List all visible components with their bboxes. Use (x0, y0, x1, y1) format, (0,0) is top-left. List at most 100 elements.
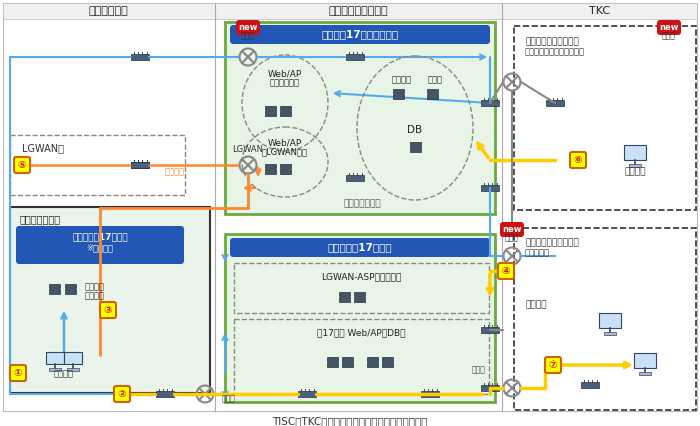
FancyBboxPatch shape (500, 222, 524, 237)
Text: 本稼働（17業務＋密接）: 本稼働（17業務＋密接） (321, 29, 398, 40)
Text: 本稼働（非17業務）: 本稼働（非17業務） (72, 233, 128, 242)
Bar (393, 89, 403, 93)
Bar (410, 147, 421, 152)
Text: （専用線用）: （専用線用） (270, 78, 300, 87)
Bar (46, 352, 64, 364)
Bar (599, 313, 621, 328)
Text: 庁内設置: 庁内設置 (85, 282, 105, 291)
Text: ②: ② (118, 389, 127, 399)
Bar (64, 284, 76, 288)
Bar (131, 162, 149, 168)
Bar (280, 164, 291, 168)
Bar (131, 54, 149, 60)
Text: new: new (238, 23, 258, 32)
Bar (280, 170, 291, 174)
Bar (604, 331, 616, 334)
Bar (234, 319, 489, 394)
Bar (225, 234, 495, 402)
Bar (410, 142, 421, 147)
Text: ④: ④ (502, 266, 510, 276)
Text: DB: DB (407, 125, 423, 135)
Bar (49, 368, 61, 371)
Bar (346, 54, 364, 60)
Bar (265, 164, 276, 168)
Bar (10, 207, 210, 393)
Text: 専用線: 専用線 (505, 233, 519, 242)
Bar (280, 106, 291, 110)
Bar (342, 363, 353, 367)
Bar (624, 144, 646, 159)
Bar (481, 327, 499, 333)
Bar (634, 352, 656, 368)
Bar (298, 391, 316, 397)
Text: LGWAN-ASP系サービス: LGWAN-ASP系サービス (321, 273, 401, 282)
Bar (339, 297, 350, 302)
Text: バッチ: バッチ (428, 75, 442, 84)
Text: 専用線: 専用線 (662, 32, 676, 40)
Bar (225, 22, 495, 214)
Bar (265, 106, 276, 110)
Text: 非17業務 Web/AP、DB等: 非17業務 Web/AP、DB等 (316, 328, 405, 337)
FancyBboxPatch shape (230, 238, 490, 257)
Bar (354, 297, 365, 302)
Text: プリント: プリント (392, 75, 412, 84)
Bar (382, 357, 393, 361)
Text: サーバ等: サーバ等 (85, 291, 105, 300)
FancyBboxPatch shape (100, 302, 116, 318)
Bar (354, 292, 365, 296)
Text: 専用線: 専用線 (222, 394, 236, 403)
Bar (546, 100, 564, 106)
Bar (48, 284, 60, 288)
Bar (346, 175, 364, 181)
Text: Web/AP: Web/AP (268, 69, 302, 78)
Text: LGWAN系: LGWAN系 (22, 143, 64, 153)
Text: 接続端末: 接続端末 (624, 167, 645, 176)
Bar (382, 363, 393, 367)
Bar (481, 385, 499, 391)
Bar (629, 164, 641, 167)
FancyBboxPatch shape (230, 25, 490, 44)
Text: ＜本番用環境＞: ＜本番用環境＞ (343, 199, 381, 208)
Bar (64, 289, 76, 294)
Text: 業務端末: 業務端末 (54, 369, 74, 378)
FancyBboxPatch shape (16, 226, 184, 264)
Bar (339, 292, 350, 296)
Text: ⑥: ⑥ (573, 155, 582, 165)
Text: 専用線: 専用線 (241, 32, 255, 40)
Bar (3, 3, 697, 19)
Text: 番号利用事務系: 番号利用事務系 (20, 214, 61, 224)
Text: （LGWAN用）: （LGWAN用） (262, 147, 308, 156)
Text: 先行事業団体: 先行事業団体 (88, 6, 128, 16)
Bar (280, 112, 291, 116)
Bar (67, 368, 79, 371)
Bar (481, 100, 499, 106)
FancyBboxPatch shape (498, 263, 514, 279)
Bar (514, 26, 696, 210)
Text: 本稼働（非17業務）: 本稼働（非17業務） (328, 242, 392, 253)
Text: 専用線: 専用線 (472, 366, 486, 374)
Text: （現行用）: （現行用） (525, 248, 550, 257)
Text: TKC: TKC (589, 6, 610, 16)
Text: new: new (659, 23, 679, 32)
FancyBboxPatch shape (657, 20, 681, 35)
FancyBboxPatch shape (114, 386, 130, 402)
Text: オペレーションルーム: オペレーションルーム (525, 37, 579, 46)
Bar (265, 112, 276, 116)
Bar (481, 185, 499, 191)
Bar (426, 89, 438, 93)
Bar (393, 95, 403, 99)
Bar (342, 357, 353, 361)
Bar (421, 391, 439, 397)
Bar (156, 391, 174, 397)
Text: ①: ① (13, 368, 22, 378)
Text: LGWAN: LGWAN (232, 146, 263, 155)
FancyBboxPatch shape (14, 157, 30, 173)
Text: ※庁内設置: ※庁内設置 (87, 244, 113, 253)
Text: Web/AP: Web/AP (268, 138, 302, 147)
Bar (367, 357, 378, 361)
Bar (64, 352, 82, 364)
Bar (10, 135, 185, 195)
FancyBboxPatch shape (545, 357, 561, 373)
FancyBboxPatch shape (236, 20, 260, 35)
Bar (327, 363, 338, 367)
